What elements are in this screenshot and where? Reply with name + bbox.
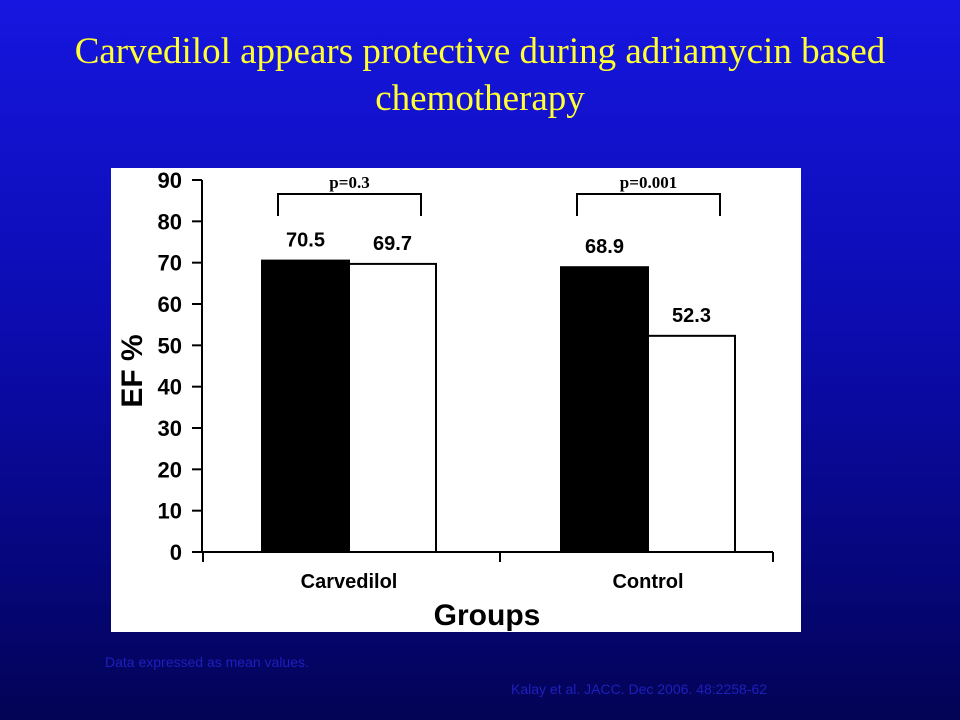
y-tick-label: 40 <box>158 375 182 400</box>
bar <box>261 259 350 553</box>
significance-bracket <box>277 193 422 216</box>
y-tick-label: 50 <box>158 333 182 358</box>
x-tick-label: Control <box>612 571 683 593</box>
bar-value-label: 70.5 <box>286 230 325 252</box>
data-footnote: Data expressed as mean values. <box>105 654 309 670</box>
y-tick-label: 20 <box>158 457 182 482</box>
y-tick-label: 70 <box>158 251 182 276</box>
p-value-label: p=0.001 <box>620 173 677 192</box>
y-tick-label: 10 <box>158 499 182 524</box>
y-tick-label: 90 <box>158 168 182 193</box>
bar-chart: 0 10 20 30 40 50 60 70 80 90 70.5 69.7 Carvedilol 68.… <box>111 168 801 632</box>
y-axis-title: EF % <box>116 334 149 407</box>
significance-bracket <box>576 193 721 216</box>
y-tick-label: 0 <box>170 540 182 565</box>
slide-title: Carvedilol appears protective during adr… <box>74 31 886 119</box>
x-tick-label: Carvedilol <box>301 571 398 593</box>
bar-chart-svg: 0 10 20 30 40 50 60 70 80 90 70.5 69.7 Carvedilol 68.… <box>116 168 774 632</box>
citation: Kalay et al. JACC. Dec 2006. 48:2258-62 <box>511 681 768 697</box>
x-axis-title: Groups <box>434 599 541 632</box>
p-value-label: p=0.3 <box>329 173 369 192</box>
bar <box>647 334 736 553</box>
y-tick-label: 60 <box>158 292 182 317</box>
y-tick-label: 80 <box>158 209 182 234</box>
bar-value-label: 52.3 <box>672 305 711 327</box>
y-tick-label: 30 <box>158 416 182 441</box>
bar-value-label: 69.7 <box>373 233 412 255</box>
bar <box>560 266 649 553</box>
bar <box>348 262 437 553</box>
bar-value-label: 68.9 <box>585 236 624 258</box>
